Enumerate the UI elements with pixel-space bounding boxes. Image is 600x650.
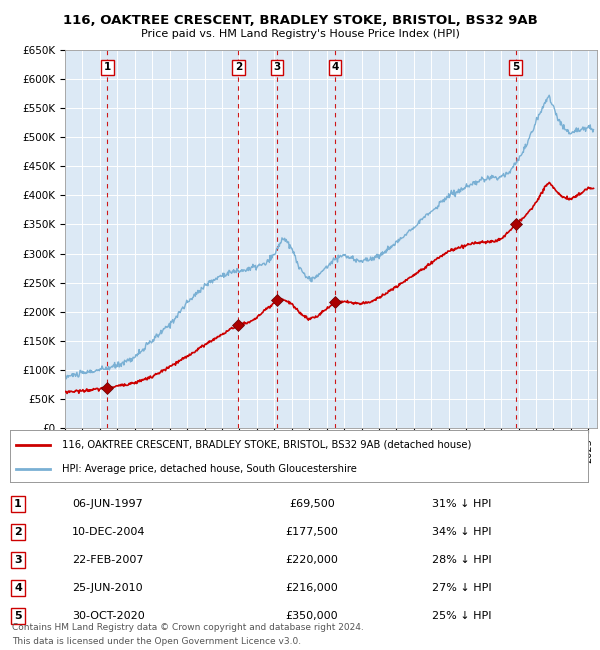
Text: 116, OAKTREE CRESCENT, BRADLEY STOKE, BRISTOL, BS32 9AB: 116, OAKTREE CRESCENT, BRADLEY STOKE, BR…	[62, 14, 538, 27]
Text: 25% ↓ HPI: 25% ↓ HPI	[432, 611, 491, 621]
Text: 10-DEC-2004: 10-DEC-2004	[72, 527, 146, 537]
Text: 30-OCT-2020: 30-OCT-2020	[72, 611, 145, 621]
Text: Contains HM Land Registry data © Crown copyright and database right 2024.: Contains HM Land Registry data © Crown c…	[12, 623, 364, 632]
Text: 28% ↓ HPI: 28% ↓ HPI	[432, 555, 491, 565]
Text: £350,000: £350,000	[286, 611, 338, 621]
Text: 1: 1	[104, 62, 111, 72]
Text: 2: 2	[235, 62, 242, 72]
Text: £216,000: £216,000	[286, 583, 338, 593]
Text: 116, OAKTREE CRESCENT, BRADLEY STOKE, BRISTOL, BS32 9AB (detached house): 116, OAKTREE CRESCENT, BRADLEY STOKE, BR…	[62, 439, 472, 450]
Text: £177,500: £177,500	[286, 527, 338, 537]
Text: 5: 5	[14, 611, 22, 621]
Text: 31% ↓ HPI: 31% ↓ HPI	[432, 499, 491, 509]
Text: 22-FEB-2007: 22-FEB-2007	[72, 555, 143, 565]
Text: 34% ↓ HPI: 34% ↓ HPI	[432, 527, 491, 537]
Text: This data is licensed under the Open Government Licence v3.0.: This data is licensed under the Open Gov…	[12, 636, 301, 645]
Text: 4: 4	[14, 583, 22, 593]
Text: 3: 3	[273, 62, 280, 72]
Text: £220,000: £220,000	[286, 555, 338, 565]
Text: £69,500: £69,500	[289, 499, 335, 509]
Text: 06-JUN-1997: 06-JUN-1997	[72, 499, 143, 509]
Text: Price paid vs. HM Land Registry's House Price Index (HPI): Price paid vs. HM Land Registry's House …	[140, 29, 460, 38]
Text: 3: 3	[14, 555, 22, 565]
Text: 1: 1	[14, 499, 22, 509]
Text: 5: 5	[512, 62, 519, 72]
Text: 25-JUN-2010: 25-JUN-2010	[72, 583, 143, 593]
Text: 2: 2	[14, 527, 22, 537]
Text: 27% ↓ HPI: 27% ↓ HPI	[432, 583, 491, 593]
Text: HPI: Average price, detached house, South Gloucestershire: HPI: Average price, detached house, Sout…	[62, 464, 357, 474]
Text: 4: 4	[331, 62, 338, 72]
